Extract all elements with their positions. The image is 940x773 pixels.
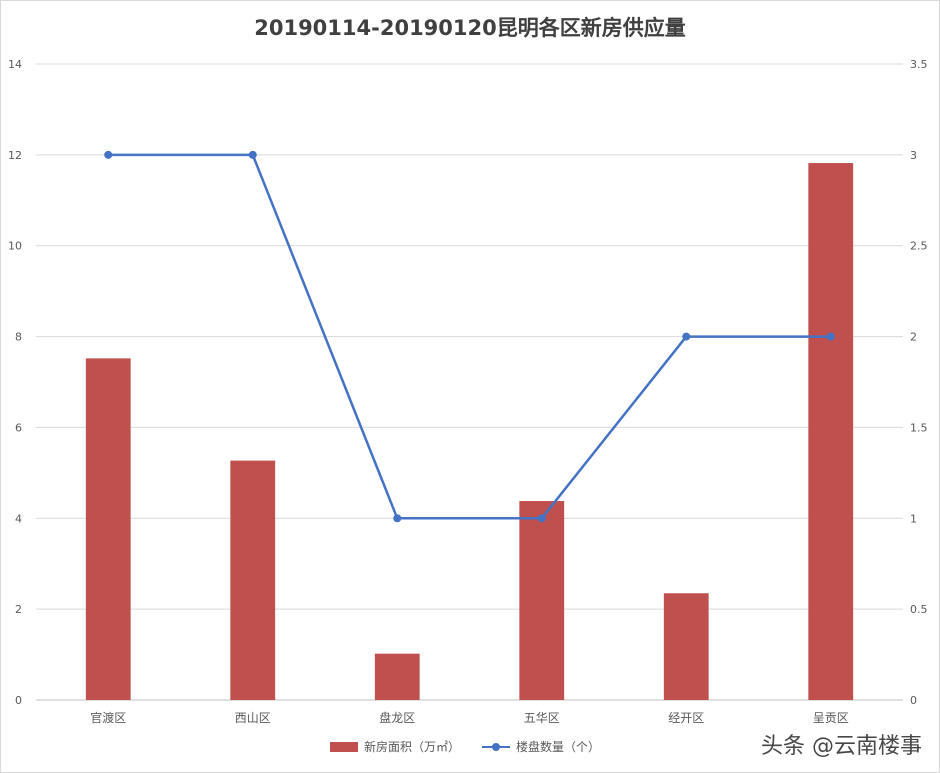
bar (808, 163, 854, 700)
y-left-tick-label: 8 (15, 331, 22, 344)
x-tick-label: 经开区 (668, 711, 704, 725)
bar (230, 460, 276, 700)
y-left-tick-label: 0 (15, 694, 22, 707)
y-right-tick-label: 0 (910, 694, 917, 707)
y-left-tick-label: 2 (15, 603, 22, 616)
x-tick-label: 盘龙区 (379, 710, 415, 725)
y-left-tick-label: 12 (8, 149, 22, 162)
y-right-tick-label: 3 (910, 149, 917, 162)
legend-swatch-area (330, 741, 358, 752)
series-line (108, 153, 831, 520)
y-left-tick-label: 14 (8, 58, 22, 71)
line-point (393, 514, 402, 523)
y-left-tick-label: 4 (15, 512, 22, 525)
line-point (826, 332, 835, 341)
watermark: 头条 @云南楼事 (761, 734, 922, 759)
y-right-tick-label: 3.5 (910, 58, 928, 71)
line-point (104, 150, 113, 159)
bar (663, 593, 709, 700)
y-left-tick-label: 10 (8, 240, 22, 253)
x-tick-label: 西山区 (235, 711, 271, 725)
x-tick-label: 五华区 (524, 711, 560, 725)
y-left-tick-label: 6 (15, 421, 22, 434)
y-right-tick-label: 2.5 (910, 240, 928, 253)
bar (85, 358, 131, 700)
chart-title: 20190114-20190120昆明各区新房供应量 (254, 16, 686, 40)
y-right-tick-label: 2 (910, 331, 917, 344)
legend-swatch-count (482, 742, 511, 752)
line-point (682, 332, 691, 341)
y-right-tick-label: 1.5 (910, 421, 928, 434)
legend-item-count: 楼盘数量（个） (482, 738, 600, 755)
legend-item-area: 新房面积（万㎡） (330, 738, 460, 755)
x-tick-label: 官渡区 (90, 710, 126, 725)
y-right-tick-label: 1 (910, 512, 917, 525)
legend: 新房面积（万㎡） 楼盘数量（个） (330, 738, 600, 755)
line-point (537, 514, 546, 523)
bar (374, 653, 420, 700)
y-right-tick-label: 0.5 (910, 603, 928, 616)
bar (519, 501, 565, 700)
legend-label-area: 新房面积（万㎡） (364, 740, 461, 754)
legend-label-count: 楼盘数量（个） (516, 740, 601, 754)
line-point (248, 150, 257, 159)
x-tick-label: 呈贡区 (813, 711, 849, 725)
